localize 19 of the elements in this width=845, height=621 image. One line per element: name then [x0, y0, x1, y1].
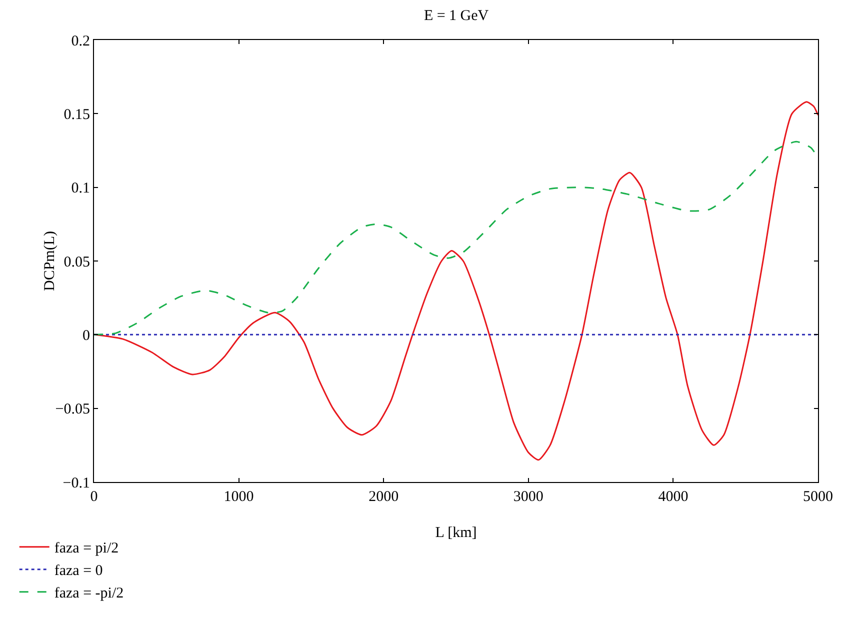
y-tick-label: −0.1 — [62, 475, 90, 492]
x-axis-title: L [km] — [435, 525, 477, 541]
y-axis-title: DCPm(L) — [42, 230, 58, 291]
chart-title: E = 1 GeV — [424, 8, 489, 24]
y-tick-label: 0 — [82, 328, 90, 344]
y-tick-label: 0.05 — [64, 254, 90, 270]
y-tick-label: 0.15 — [64, 106, 90, 123]
x-tick-label: 3000 — [513, 489, 544, 505]
x-tick-label: 2000 — [368, 489, 399, 505]
y-tick-label: 0.2 — [71, 33, 90, 50]
line-series — [94, 101, 818, 461]
x-tick-label: 5000 — [803, 489, 833, 505]
x-tick-label: 4000 — [658, 489, 688, 505]
y-tick-label: 0.1 — [71, 180, 90, 197]
y-tick-label: −0.05 — [55, 402, 90, 418]
legend-label: faza = -pi/2 — [54, 586, 124, 602]
legend-label: faza = pi/2 — [54, 540, 119, 557]
legend-label: faza = 0 — [54, 563, 103, 580]
x-tick-label: 1000 — [224, 489, 254, 505]
